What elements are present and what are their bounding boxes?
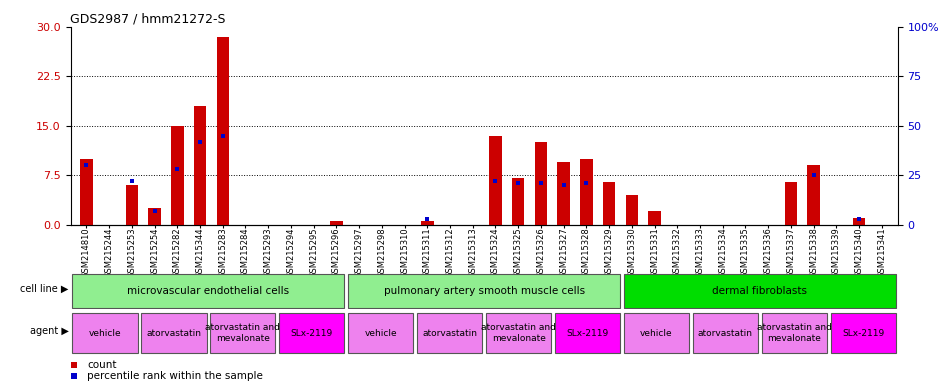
Bar bbox=[535, 142, 547, 225]
Text: agent ▶: agent ▶ bbox=[30, 326, 69, 336]
Bar bbox=[624, 313, 689, 353]
Bar bbox=[194, 106, 206, 225]
Bar bbox=[171, 126, 183, 225]
Text: atorvastatin: atorvastatin bbox=[422, 329, 478, 338]
Bar bbox=[831, 313, 896, 353]
Bar bbox=[580, 159, 592, 225]
Bar bbox=[126, 185, 138, 225]
Text: SLx-2119: SLx-2119 bbox=[290, 329, 333, 338]
Text: atorvastatin and
mevalonate: atorvastatin and mevalonate bbox=[481, 323, 556, 343]
Bar bbox=[348, 274, 620, 308]
Bar bbox=[216, 37, 229, 225]
Bar bbox=[348, 313, 414, 353]
Bar bbox=[489, 136, 502, 225]
Bar bbox=[555, 313, 620, 353]
Bar bbox=[624, 274, 896, 308]
Bar bbox=[761, 313, 827, 353]
Text: atorvastatin: atorvastatin bbox=[697, 329, 753, 338]
Text: vehicle: vehicle bbox=[365, 329, 397, 338]
Bar bbox=[649, 212, 661, 225]
Text: atorvastatin and
mevalonate: atorvastatin and mevalonate bbox=[206, 323, 280, 343]
Bar bbox=[603, 182, 616, 225]
Bar bbox=[80, 159, 93, 225]
Bar bbox=[141, 313, 207, 353]
Text: dermal fibroblasts: dermal fibroblasts bbox=[713, 286, 807, 296]
Text: GDS2987 / hmm21272-S: GDS2987 / hmm21272-S bbox=[70, 13, 226, 26]
Text: atorvastatin: atorvastatin bbox=[147, 329, 201, 338]
Bar bbox=[625, 195, 638, 225]
Text: microvascular endothelial cells: microvascular endothelial cells bbox=[127, 286, 290, 296]
Text: cell line ▶: cell line ▶ bbox=[21, 284, 69, 294]
Bar bbox=[785, 182, 797, 225]
Bar bbox=[149, 208, 161, 225]
Bar bbox=[807, 166, 820, 225]
Bar bbox=[330, 221, 343, 225]
Text: count: count bbox=[87, 360, 117, 370]
Text: percentile rank within the sample: percentile rank within the sample bbox=[87, 371, 263, 381]
Text: vehicle: vehicle bbox=[640, 329, 673, 338]
Text: vehicle: vehicle bbox=[88, 329, 121, 338]
Bar bbox=[72, 313, 137, 353]
Text: SLx-2119: SLx-2119 bbox=[567, 329, 608, 338]
Bar bbox=[512, 179, 525, 225]
Bar bbox=[72, 274, 344, 308]
Text: SLx-2119: SLx-2119 bbox=[842, 329, 885, 338]
Bar bbox=[211, 313, 275, 353]
Bar bbox=[486, 313, 551, 353]
Bar bbox=[693, 313, 758, 353]
Bar bbox=[557, 162, 570, 225]
Bar bbox=[279, 313, 344, 353]
Text: atorvastatin and
mevalonate: atorvastatin and mevalonate bbox=[757, 323, 832, 343]
Text: pulmonary artery smooth muscle cells: pulmonary artery smooth muscle cells bbox=[384, 286, 585, 296]
Bar bbox=[853, 218, 866, 225]
Bar bbox=[417, 313, 482, 353]
Bar bbox=[421, 221, 433, 225]
